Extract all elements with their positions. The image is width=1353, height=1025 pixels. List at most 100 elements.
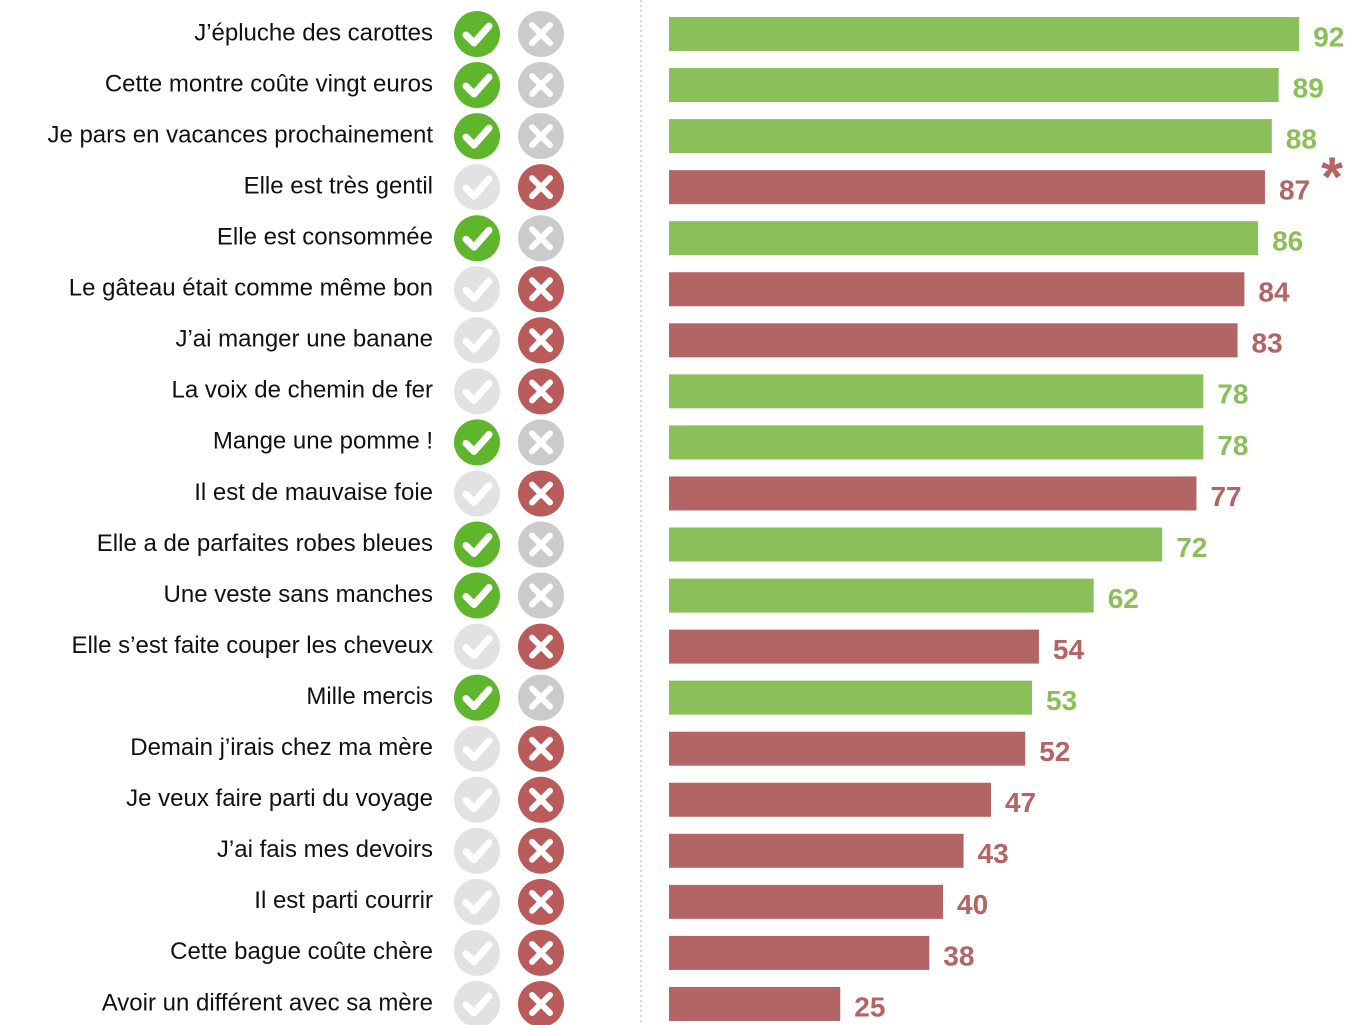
cross-icon	[518, 317, 564, 364]
value-label: 77	[1210, 481, 1241, 512]
bar	[669, 833, 964, 868]
bar	[669, 425, 1204, 460]
check-icon	[454, 725, 500, 772]
bar	[669, 272, 1245, 307]
cross-mark	[529, 940, 553, 965]
value-label: 43	[978, 838, 1009, 869]
icon-circle	[454, 317, 500, 364]
check-icon	[454, 11, 500, 57]
check-mark	[462, 22, 493, 47]
icon-circle	[454, 827, 500, 874]
check-icon	[454, 674, 500, 721]
check-icon	[454, 419, 500, 466]
check-icon	[454, 470, 500, 517]
category-label: Il est de mauvaise foie	[194, 479, 433, 506]
cross-mark	[529, 124, 553, 149]
cross-icon	[518, 266, 564, 313]
category-label: Le gâteau était comme même bon	[69, 275, 433, 302]
icon-circle	[454, 776, 500, 823]
check-icon	[454, 980, 500, 1025]
cross-icon	[518, 521, 564, 568]
bar	[669, 680, 1033, 715]
check-mark	[462, 226, 493, 251]
category-label: Je veux faire parti du voyage	[126, 785, 433, 812]
icon-circle	[454, 929, 500, 976]
category-label: Mille mercis	[306, 683, 433, 710]
bar	[669, 884, 943, 919]
cross-mark	[529, 685, 553, 710]
value-label: 78	[1217, 379, 1248, 410]
check-mark	[462, 73, 493, 98]
check-mark	[462, 635, 493, 660]
category-label: Elle est très gentil	[244, 172, 433, 199]
icon-circle	[454, 368, 500, 415]
value-label: 40	[957, 889, 988, 920]
check-mark	[462, 941, 493, 966]
icon-circle	[454, 878, 500, 925]
cross-mark	[529, 430, 553, 455]
value-label: 25	[854, 991, 885, 1022]
value-label: 47	[1005, 787, 1036, 818]
check-mark	[462, 686, 493, 711]
cross-icon	[518, 674, 564, 721]
cross-icon	[518, 878, 564, 925]
cross-mark	[529, 991, 553, 1016]
check-mark	[462, 328, 493, 353]
category-label: Il est parti courrir	[254, 887, 433, 914]
check-icon	[454, 215, 500, 262]
cross-mark	[529, 277, 553, 302]
value-label: 83	[1252, 328, 1283, 359]
cross-mark	[529, 583, 553, 608]
cross-icon	[518, 164, 564, 211]
value-label: 72	[1176, 532, 1207, 563]
bar	[669, 782, 991, 817]
bar	[669, 629, 1039, 664]
icon-circle	[454, 521, 500, 568]
check-icon	[454, 521, 500, 568]
category-label: Demain j’irais chez ma mère	[130, 734, 433, 761]
icon-circle	[454, 11, 500, 57]
check-mark	[462, 430, 493, 455]
cross-mark	[529, 736, 553, 761]
check-icon	[454, 62, 500, 109]
icon-circle	[454, 419, 500, 466]
value-label: 87	[1279, 175, 1310, 206]
category-label: Elle a de parfaites robes bleues	[97, 530, 433, 557]
check-icon	[454, 572, 500, 619]
category-label: Cette bague coûte chère	[170, 938, 433, 965]
bar	[669, 527, 1163, 562]
cross-icon	[518, 776, 564, 823]
icon-circle	[454, 725, 500, 772]
icon-circle	[454, 470, 500, 517]
check-icon	[454, 164, 500, 211]
bar	[669, 374, 1204, 409]
value-label: 84	[1258, 277, 1290, 308]
category-label: La voix de chemin de fer	[172, 377, 433, 404]
value-label: 62	[1108, 583, 1139, 614]
check-icon	[454, 368, 500, 415]
cross-mark	[529, 838, 553, 863]
cross-mark	[529, 175, 553, 200]
cross-icon	[518, 623, 564, 670]
category-label: Elle s’est faite couper les cheveux	[71, 632, 433, 659]
cross-mark	[529, 328, 553, 353]
value-label: 52	[1039, 736, 1070, 767]
icon-circle	[454, 215, 500, 262]
value-label: 86	[1272, 226, 1303, 257]
value-label: 88	[1286, 123, 1317, 154]
check-mark	[462, 992, 493, 1017]
cross-icon	[518, 62, 564, 109]
cross-icon	[518, 827, 564, 874]
cross-icon	[518, 11, 564, 57]
bar	[669, 986, 841, 1021]
cross-icon	[518, 572, 564, 619]
value-label: 54	[1053, 634, 1085, 665]
value-label: 92	[1313, 21, 1344, 52]
check-icon	[454, 878, 500, 925]
bar	[669, 221, 1259, 256]
icon-circle	[454, 980, 500, 1025]
bar	[669, 731, 1026, 766]
value-label: 53	[1046, 685, 1077, 716]
check-mark	[462, 584, 493, 609]
cross-mark	[529, 634, 553, 659]
